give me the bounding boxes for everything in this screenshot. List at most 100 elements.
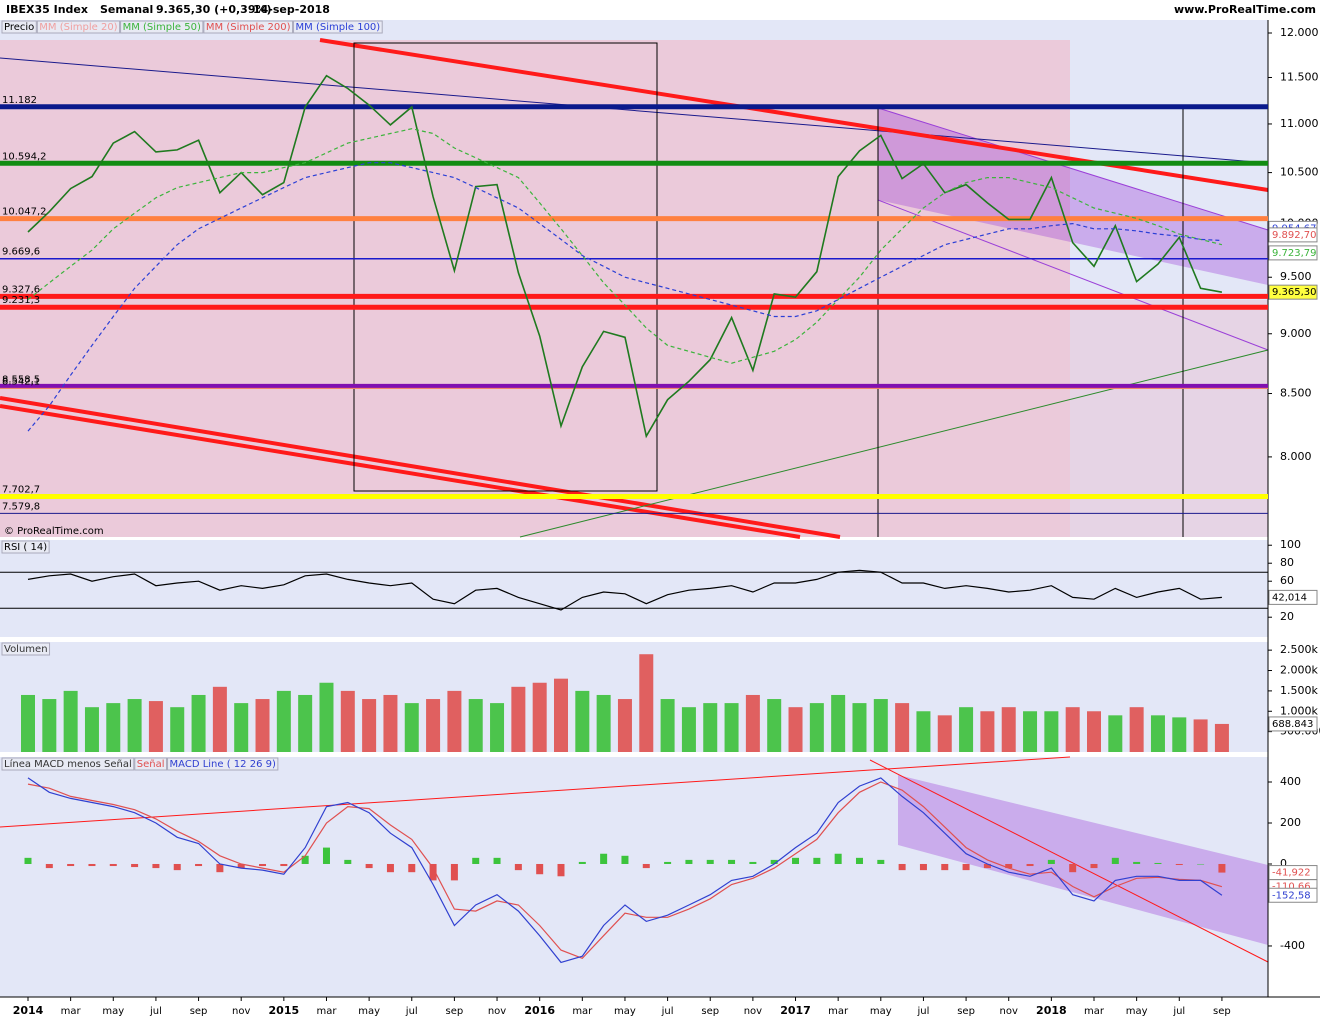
bar bbox=[660, 699, 675, 752]
x-tick-label: 2017 bbox=[780, 1004, 811, 1017]
bar bbox=[664, 861, 672, 864]
x-tick-label: 2015 bbox=[269, 1004, 300, 1017]
last-value-label: 688.843 bbox=[1272, 719, 1313, 730]
y-tick-label: 8.500 bbox=[1280, 387, 1312, 400]
last-value-box bbox=[1268, 245, 1318, 261]
header: IBEX35 Index Semanal 9.365,30 (+0,39%) 1… bbox=[4, 3, 1316, 537]
bar bbox=[21, 694, 35, 752]
x-tick-label: mar bbox=[1084, 1006, 1105, 1017]
legend-item: RSI ( 14) bbox=[4, 542, 47, 553]
series-line bbox=[27, 74, 1223, 439]
bar bbox=[447, 690, 462, 752]
bar bbox=[767, 699, 782, 752]
bar bbox=[813, 857, 821, 864]
legend-item: Señal bbox=[137, 759, 165, 770]
bar bbox=[109, 863, 117, 867]
legend-box bbox=[1, 642, 51, 656]
bar bbox=[148, 701, 163, 752]
legend-item: Volumen bbox=[4, 644, 48, 655]
x-tick-label: 2016 bbox=[524, 1004, 555, 1017]
bar bbox=[898, 863, 906, 871]
y-tick-label: 100 bbox=[1280, 538, 1301, 551]
bar bbox=[490, 703, 505, 752]
x-tick-label: sep bbox=[957, 1006, 975, 1017]
last-value-box bbox=[1268, 716, 1318, 732]
bar bbox=[1111, 857, 1119, 864]
x-tick-label: may bbox=[358, 1006, 380, 1017]
bar bbox=[152, 863, 160, 869]
bar bbox=[532, 682, 547, 752]
legend-item: MM (Simple 50) bbox=[123, 22, 201, 33]
bar bbox=[170, 707, 185, 752]
bar bbox=[426, 699, 441, 752]
series-line bbox=[27, 128, 1223, 364]
bar bbox=[621, 855, 629, 864]
last-value-label: -110,66 bbox=[1272, 882, 1311, 893]
period: Semanal bbox=[100, 3, 153, 16]
bar bbox=[962, 863, 970, 871]
bar bbox=[1172, 717, 1187, 752]
x-tick-label: sep bbox=[1213, 1006, 1231, 1017]
bar bbox=[67, 863, 75, 867]
legend-item: Línea MACD menos Señal bbox=[4, 758, 132, 770]
bar bbox=[557, 863, 565, 877]
y-tick-label: 20 bbox=[1280, 610, 1294, 623]
x-tick-label: 2014 bbox=[13, 1004, 44, 1017]
legend-box bbox=[134, 757, 168, 771]
bar bbox=[173, 863, 181, 871]
bar bbox=[617, 699, 632, 752]
bar bbox=[106, 703, 121, 752]
bar bbox=[1005, 863, 1013, 869]
x-tick-label: jul bbox=[661, 1006, 674, 1017]
bar bbox=[788, 707, 803, 752]
legend-box bbox=[36, 20, 121, 34]
x-tick-label: may bbox=[870, 1006, 892, 1017]
bar bbox=[259, 863, 267, 867]
bar bbox=[536, 863, 544, 875]
bar bbox=[855, 857, 863, 864]
bar bbox=[1108, 715, 1123, 752]
legend-box bbox=[1, 540, 50, 554]
bar bbox=[362, 699, 377, 752]
bar bbox=[63, 690, 78, 752]
y-tick-label: 10.500 bbox=[1280, 166, 1319, 179]
bar bbox=[276, 690, 291, 752]
bar bbox=[1026, 863, 1034, 867]
bar bbox=[1047, 859, 1055, 864]
bar bbox=[681, 707, 696, 752]
bar bbox=[255, 699, 270, 752]
level-label: 8.558,5 bbox=[2, 374, 40, 385]
level-label: 9.669,6 bbox=[2, 247, 40, 258]
x-tick-label: jul bbox=[916, 1006, 929, 1017]
bar bbox=[937, 715, 952, 752]
bar bbox=[596, 694, 611, 752]
x-tick-label: nov bbox=[488, 1006, 506, 1017]
symbol: IBEX35 Index bbox=[6, 3, 88, 16]
bar bbox=[429, 863, 437, 881]
bar bbox=[1154, 862, 1162, 864]
level-label: 10.047,2 bbox=[2, 207, 47, 218]
quote: 9.365,30 (+0,39%) bbox=[156, 3, 272, 16]
y-tick-label: 8.000 bbox=[1280, 450, 1312, 463]
y-tick-label: 9.000 bbox=[1280, 327, 1312, 340]
bar bbox=[468, 699, 483, 752]
x-tick-label: 2018 bbox=[1036, 1004, 1067, 1017]
bar bbox=[959, 707, 974, 752]
bar bbox=[42, 699, 57, 752]
bar bbox=[873, 699, 888, 752]
bar bbox=[1133, 861, 1141, 864]
bar bbox=[728, 859, 736, 864]
bar bbox=[916, 711, 931, 752]
bar bbox=[493, 857, 501, 864]
bar bbox=[472, 857, 480, 864]
x-tick-label: mar bbox=[828, 1006, 849, 1017]
bar bbox=[1087, 711, 1101, 752]
bar bbox=[724, 703, 739, 752]
bar bbox=[340, 690, 355, 752]
bar bbox=[1129, 707, 1144, 752]
y-tick-label: 2.500k bbox=[1280, 643, 1318, 656]
bar bbox=[1023, 711, 1038, 752]
bar bbox=[1214, 723, 1229, 752]
x-tick-label: mar bbox=[572, 1006, 593, 1017]
bar bbox=[706, 859, 714, 864]
